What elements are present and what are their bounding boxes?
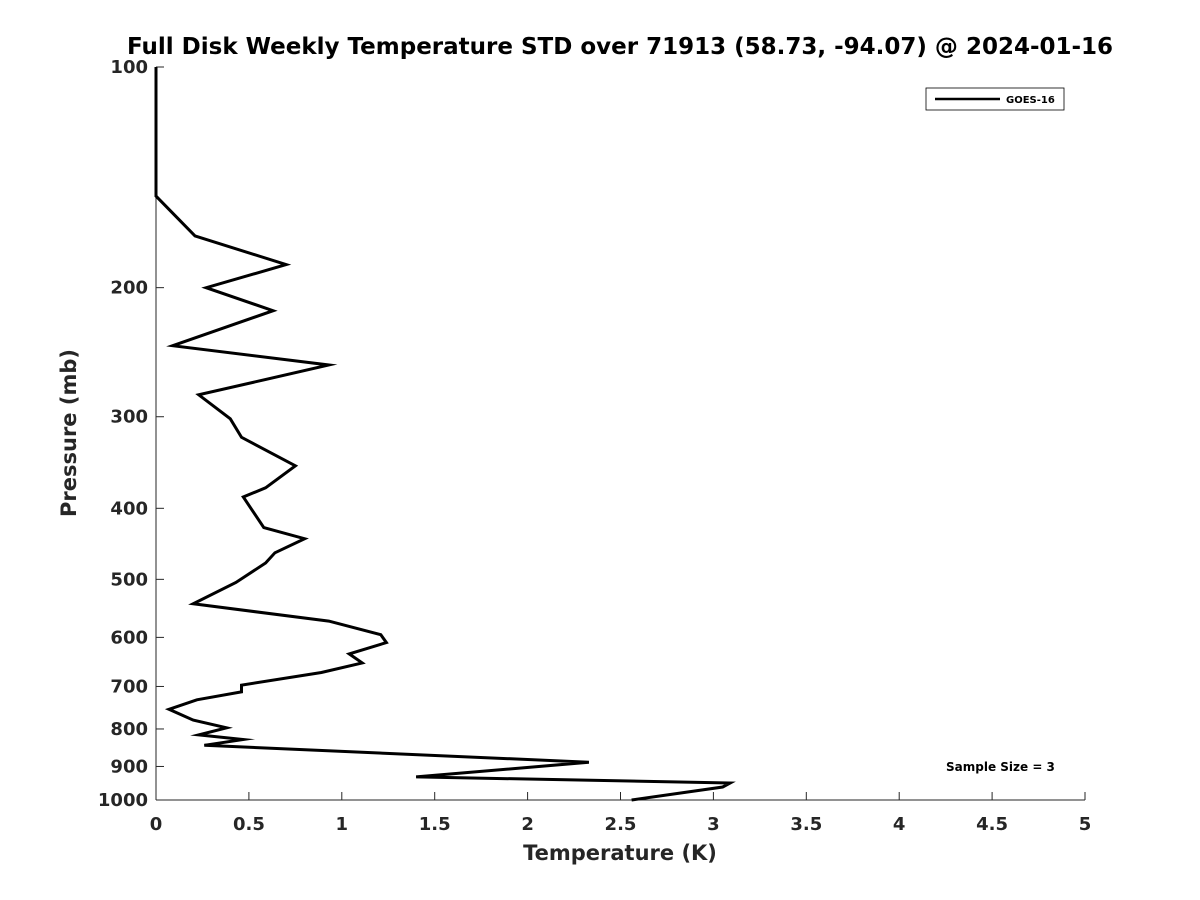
y-tick-label: 300	[110, 407, 148, 428]
x-tick-label: 2.5	[605, 814, 637, 835]
sample-size-annotation: Sample Size = 3	[946, 760, 1055, 774]
x-tick-label: 0	[150, 814, 163, 835]
y-axis: 100 200 300 400 500 600 700 800 900 1000	[98, 57, 164, 811]
x-tick-label: 2	[521, 814, 534, 835]
series-line-goes-16	[154, 67, 736, 802]
y-tick-label: 400	[110, 498, 148, 519]
y-tick-label: 1000	[98, 790, 148, 811]
x-tick-label: 1	[336, 814, 349, 835]
x-tick-label: 0.5	[233, 814, 265, 835]
x-tick-label: 1.5	[419, 814, 451, 835]
y-axis-label: Pressure (mb)	[57, 349, 81, 517]
x-axis-label: Temperature (K)	[523, 841, 717, 865]
chart-title: Full Disk Weekly Temperature STD over 71…	[127, 34, 1113, 60]
legend: GOES-16	[925, 87, 1065, 111]
y-tick-label: 200	[110, 278, 148, 299]
x-tick-label: 3	[707, 814, 720, 835]
y-tick-label: 700	[110, 676, 148, 697]
x-tick-label: 5	[1079, 814, 1092, 835]
series-layer	[154, 67, 736, 802]
x-axis: 0 0.5 1 1.5 2 2.5 3 3.5 4 4.5 5	[150, 792, 1092, 835]
x-tick-label: 4	[893, 814, 906, 835]
x-tick-label: 3.5	[790, 814, 822, 835]
legend-label: GOES-16	[1006, 95, 1055, 106]
y-tick-label: 500	[110, 569, 148, 590]
y-tick-label: 800	[110, 719, 148, 740]
x-tick-label: 4.5	[976, 814, 1008, 835]
y-tick-label: 600	[110, 627, 148, 648]
y-tick-label: 900	[110, 756, 148, 777]
plot-area	[156, 67, 1085, 800]
y-tick-label: 100	[110, 57, 148, 78]
